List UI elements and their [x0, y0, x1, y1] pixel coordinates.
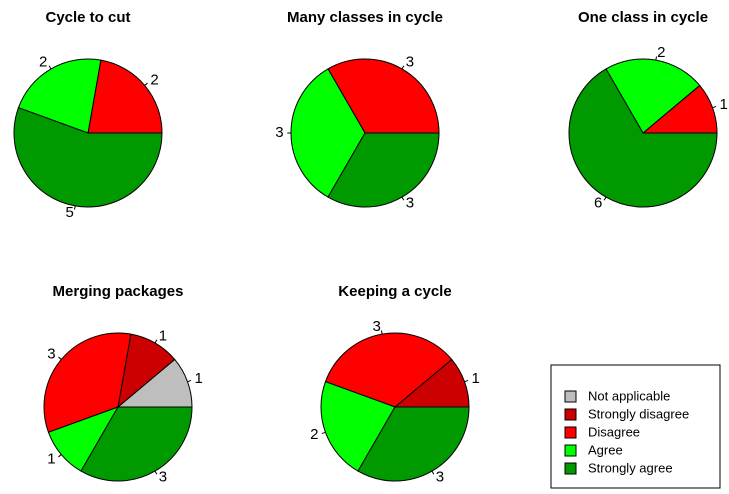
legend-label: Disagree [588, 424, 640, 439]
label-tick [464, 379, 469, 383]
legend-swatch [564, 426, 577, 439]
slice-label: 2 [150, 72, 158, 89]
slice-label: 3 [275, 124, 283, 141]
label-tick [603, 196, 607, 201]
slice-label: 3 [406, 53, 414, 70]
legend-swatch [564, 462, 577, 475]
chart-title: Many classes in cycle [287, 9, 443, 26]
legend-swatch [564, 390, 577, 403]
legend-box [550, 364, 721, 489]
slice-label: 1 [47, 450, 55, 467]
slice-label: 2 [310, 426, 318, 443]
legend-swatch [564, 444, 577, 457]
label-tick [321, 431, 326, 435]
slice-label: 3 [373, 318, 381, 335]
chart-title: One class in cycle [578, 9, 708, 26]
pie-slice [87, 59, 163, 134]
slice-label: 1 [194, 370, 202, 387]
slice-label: 5 [66, 204, 74, 221]
slice-label: 3 [159, 468, 167, 485]
legend-label: Not applicable [588, 388, 670, 403]
label-tick [74, 205, 76, 210]
pie-slice [320, 381, 396, 472]
label-tick [655, 56, 657, 61]
label-tick [431, 470, 435, 475]
slice-label: 3 [436, 468, 444, 485]
label-tick [154, 470, 158, 475]
legend-label: Agree [588, 442, 623, 457]
slice-label: 2 [657, 44, 665, 61]
legend-label: Strongly agree [588, 460, 673, 475]
slice-label: 2 [39, 53, 47, 70]
label-tick [401, 196, 405, 201]
label-tick [187, 379, 192, 383]
label-tick [401, 65, 405, 70]
pie-slice [324, 332, 453, 408]
slice-label: 1 [159, 327, 167, 344]
pie-slice [568, 68, 718, 208]
chart-title: Merging packages [53, 283, 184, 300]
label-tick [144, 82, 148, 86]
pie-slice [17, 58, 102, 134]
label-tick [712, 105, 717, 109]
chart-title: Keeping a cycle [338, 283, 451, 300]
legend-swatch [564, 408, 577, 421]
chart-title: Cycle to cut [45, 9, 130, 26]
pie-slice [13, 107, 163, 208]
slice-label: 1 [471, 370, 479, 387]
label-tick [58, 356, 62, 360]
slice-label: 3 [47, 346, 55, 363]
slice-label: 3 [406, 194, 414, 211]
label-tick [48, 65, 52, 70]
label-tick [381, 330, 383, 335]
label-tick [58, 454, 62, 458]
pie-slice [605, 58, 701, 134]
legend-label: Strongly disagree [588, 406, 689, 421]
slice-label: 1 [719, 96, 727, 113]
label-tick [154, 339, 158, 344]
slice-label: 6 [594, 194, 602, 211]
